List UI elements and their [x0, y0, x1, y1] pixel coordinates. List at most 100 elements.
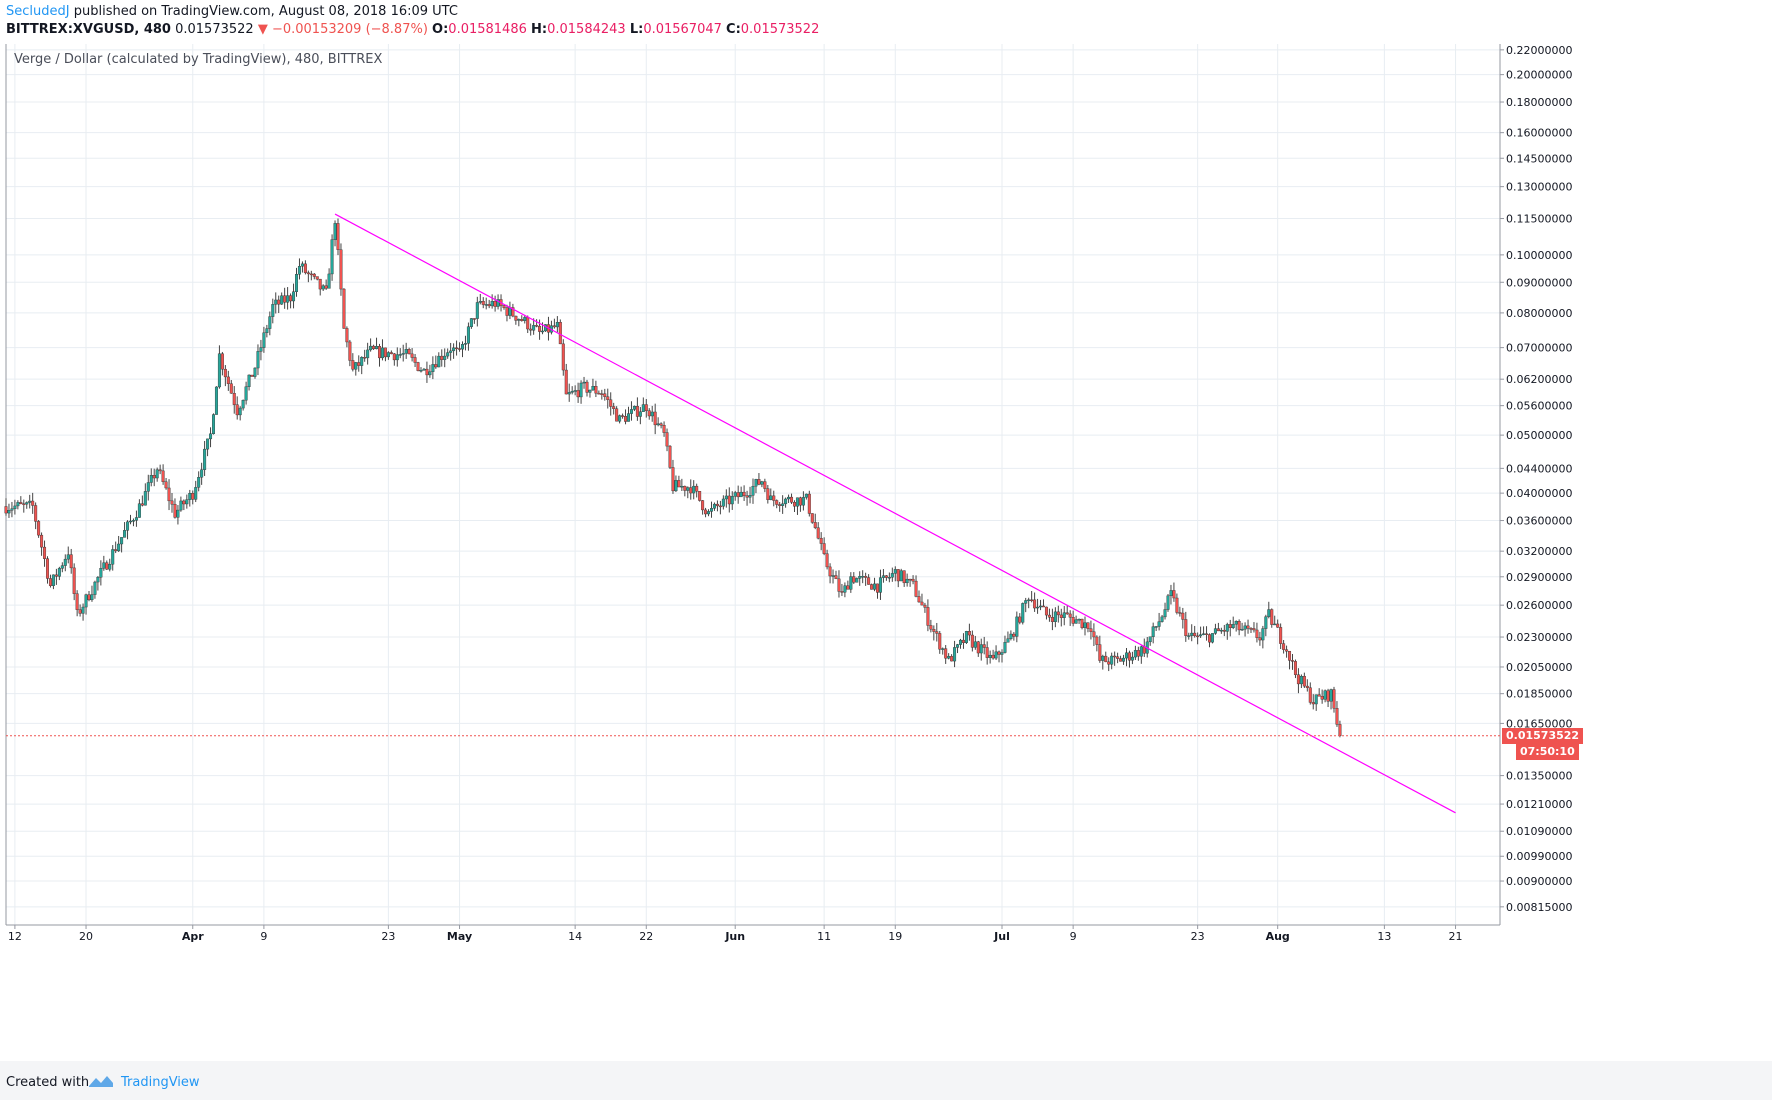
candle: [920, 593, 924, 606]
candle-body: [1207, 634, 1211, 643]
candle-body: [152, 475, 156, 479]
candle: [108, 558, 112, 572]
candle: [496, 294, 500, 310]
candle: [579, 380, 583, 404]
candle: [514, 315, 518, 325]
candle-body: [1210, 633, 1214, 643]
candle-body: [511, 307, 515, 317]
candle-body: [256, 351, 260, 369]
candle: [69, 548, 73, 574]
open-value: 0.01581486: [448, 22, 527, 37]
candle-body: [858, 576, 862, 579]
candle-body: [970, 634, 974, 648]
candle-body: [472, 318, 476, 320]
candle: [1249, 627, 1253, 634]
candle-body: [662, 424, 666, 433]
candle: [1015, 611, 1019, 643]
candle-body: [336, 223, 340, 250]
candle: [200, 462, 204, 485]
price-chart[interactable]: 0.22000000 0.20000000 0.18000000 0.16000000…: [0, 44, 1772, 1061]
candle: [1216, 622, 1220, 632]
author-link[interactable]: SecludedJ: [6, 4, 70, 19]
candle: [1255, 622, 1259, 643]
candle-body: [4, 506, 8, 514]
candle: [188, 489, 192, 507]
time-tick-label: 23: [381, 930, 395, 943]
candle-body: [1056, 611, 1060, 616]
candle: [28, 494, 32, 509]
high-value: 0.01584243: [547, 22, 626, 37]
candle: [229, 379, 233, 394]
candle-body: [787, 496, 791, 500]
publish-info: SecludedJ published on TradingView.com, …: [6, 4, 458, 19]
candle-body: [1077, 618, 1081, 621]
candle: [902, 570, 906, 587]
candle: [75, 590, 79, 617]
created-with-label: Created with: [6, 1075, 90, 1090]
tradingview-brand-link[interactable]: TradingView: [121, 1075, 200, 1090]
bar-countdown-tag: 07:50:10: [1516, 743, 1579, 760]
candle: [1166, 593, 1170, 612]
candle-body: [718, 505, 722, 508]
candle-body: [383, 347, 387, 358]
candle-body: [837, 578, 841, 592]
candle-body: [520, 319, 524, 321]
candle: [816, 522, 820, 540]
candle: [1308, 682, 1312, 705]
price-tick-label: 0.05600000: [1506, 400, 1572, 413]
candle: [1092, 623, 1096, 647]
candle: [428, 364, 432, 378]
candle: [446, 348, 450, 359]
candle-body: [1282, 643, 1286, 650]
candle: [203, 440, 207, 476]
candle-body: [1323, 690, 1327, 700]
candle: [653, 403, 657, 435]
candle-body: [751, 485, 755, 496]
candle: [1077, 618, 1081, 624]
candle-body: [1086, 622, 1090, 629]
candle: [392, 352, 396, 366]
candle: [831, 569, 835, 584]
candle-body: [564, 369, 568, 395]
candle-body: [552, 325, 556, 328]
candle-body: [1169, 590, 1173, 597]
candle-body: [769, 495, 773, 500]
candle: [1139, 645, 1143, 664]
candle: [140, 495, 144, 507]
candle: [137, 499, 141, 518]
candle-body: [1018, 616, 1022, 623]
candle-body: [357, 362, 361, 366]
candle: [615, 406, 619, 422]
candle-body: [161, 470, 165, 483]
candle-body: [635, 405, 639, 417]
candle: [274, 292, 278, 314]
candle: [769, 488, 773, 501]
candle-body: [120, 537, 124, 545]
candle: [517, 318, 521, 327]
candle: [813, 513, 817, 530]
candle: [306, 270, 310, 283]
candle: [1080, 618, 1084, 630]
candle-body: [825, 553, 829, 568]
candle-body: [182, 500, 186, 505]
candle: [1086, 622, 1090, 633]
candle: [164, 477, 168, 490]
candle-body: [953, 647, 957, 662]
candle: [967, 623, 971, 641]
candle-body: [75, 593, 79, 610]
time-tick-label: 21: [1449, 930, 1463, 943]
candle: [1175, 593, 1179, 615]
candle-body: [200, 469, 204, 478]
candle: [179, 496, 183, 512]
candle-body: [529, 328, 533, 331]
candle-body: [167, 487, 171, 502]
candle-body: [1219, 629, 1223, 632]
candle-body: [707, 511, 711, 515]
time-tick-label: 9: [260, 930, 267, 943]
candle: [348, 339, 352, 367]
candle: [422, 367, 426, 371]
candle-body: [941, 648, 945, 650]
candle-body: [194, 487, 198, 500]
candle-body: [10, 508, 14, 511]
candle-body: [164, 481, 168, 489]
